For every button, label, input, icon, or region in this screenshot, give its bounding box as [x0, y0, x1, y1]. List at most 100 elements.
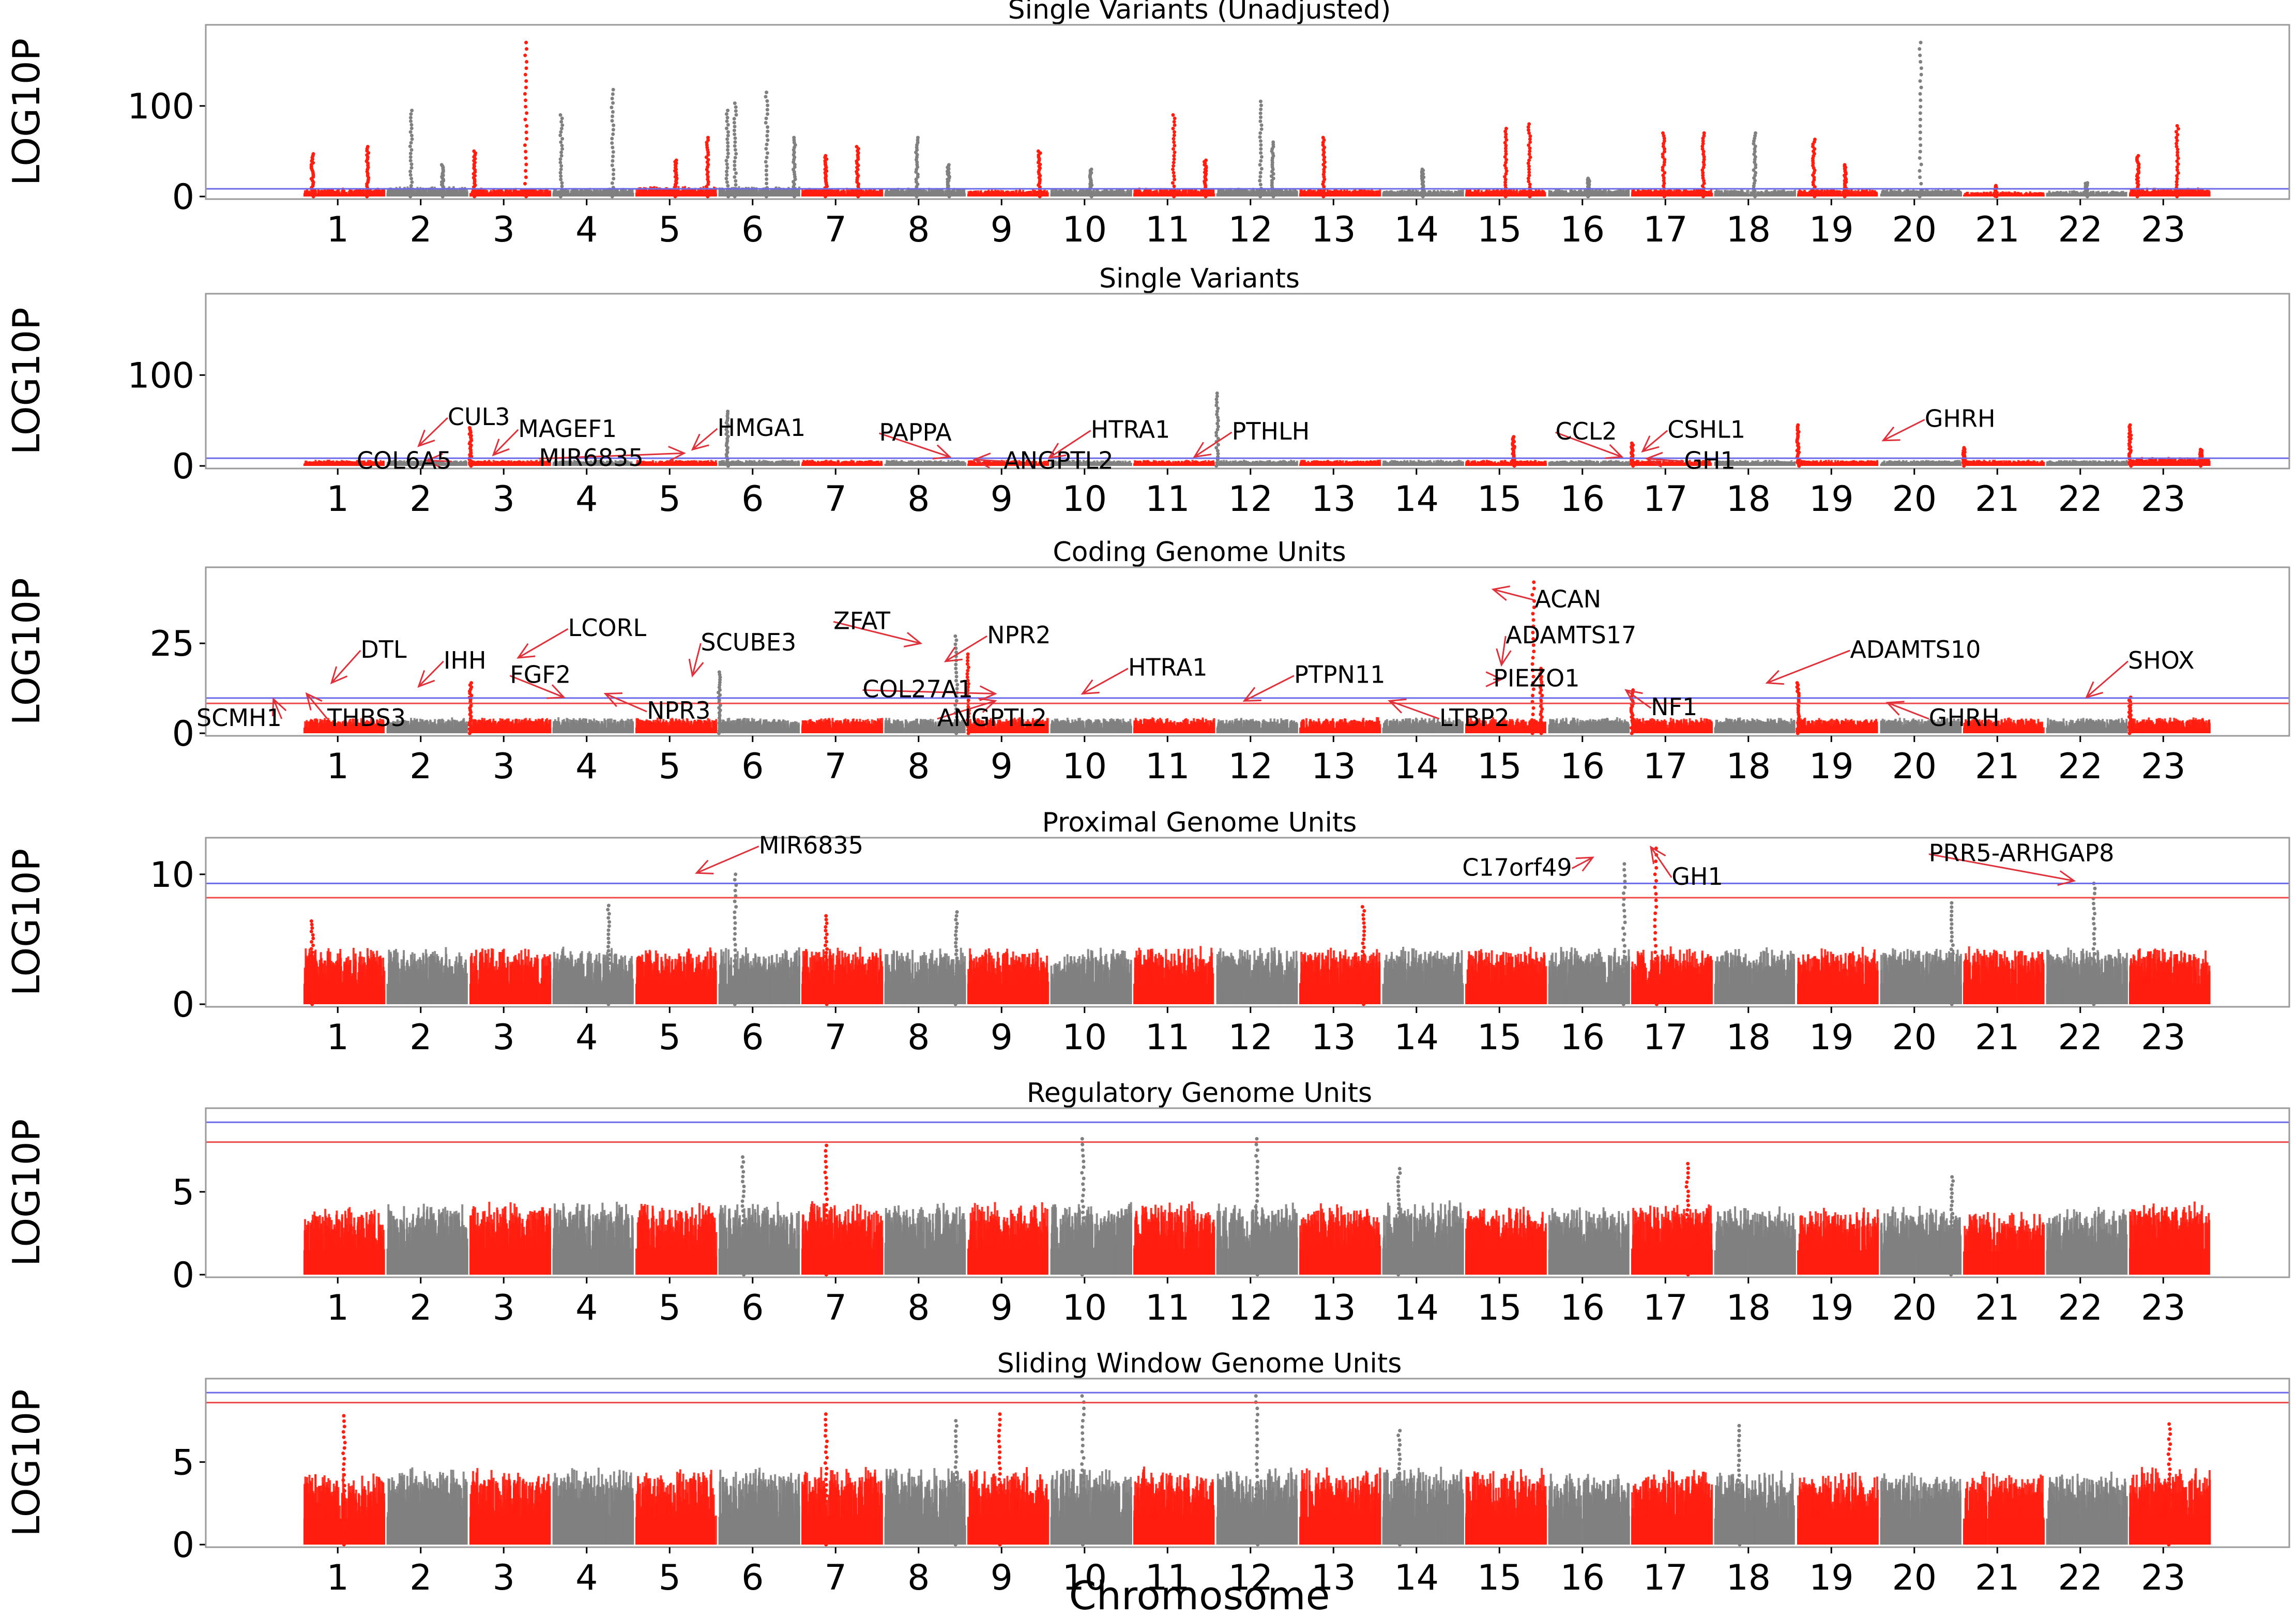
- x-tick-label: 16: [1560, 209, 1605, 250]
- scatter-points: [303, 41, 2211, 199]
- chromosome-4-density: [553, 1517, 633, 1545]
- chromosome-3-points: [469, 948, 551, 1004]
- chromosome-8-points: [885, 1203, 966, 1275]
- chromosome-17-density: [1631, 1517, 1711, 1545]
- x-tick-label: 16: [1560, 1288, 1605, 1328]
- chromosome-13-points: [1299, 1468, 1381, 1545]
- x-tick-label: 3: [493, 209, 515, 250]
- x-tick-label: 9: [991, 209, 1013, 250]
- chromosome-18-points: [1714, 718, 1796, 734]
- annotation-arrow: [1083, 669, 1128, 694]
- chromosome-21-density: [1963, 984, 2043, 1004]
- x-tick-label: 18: [1726, 746, 1771, 787]
- chromosome-18-density: [1714, 1519, 1795, 1545]
- plot-frame: [206, 25, 2289, 199]
- chromosome-21-density: [1963, 1519, 2043, 1545]
- annotation-label: ANGPTL2: [1003, 446, 1113, 474]
- chromosome-7-points: [801, 947, 883, 1004]
- chromosome-16-density: [1548, 984, 1629, 1004]
- chromosome-6-points: [719, 1202, 800, 1275]
- gene-annotation: DTL: [331, 636, 407, 683]
- x-tick-label: 11: [1145, 746, 1190, 787]
- scatter-points: [303, 847, 2211, 1006]
- chromosome-6-density: [719, 1517, 799, 1545]
- chromosome-13-points: [1299, 717, 1381, 733]
- chromosome-14-density: [1382, 1517, 1463, 1545]
- gene-annotation: SHOX: [2087, 646, 2195, 698]
- chromosome-12-points: [1217, 718, 1299, 733]
- chromosome-10-points: [1051, 1469, 1132, 1545]
- x-tick-label: 7: [825, 209, 847, 250]
- y-axis-label: LOG10P: [5, 849, 48, 996]
- chromosome-23-density: [2129, 984, 2209, 1004]
- x-tick-label: 22: [2058, 209, 2103, 250]
- chromosome-8-points: [885, 1468, 966, 1545]
- chromosome-8-density: [885, 984, 965, 1004]
- chromosome-22-density: [2046, 984, 2126, 1004]
- chromosome-2-density: [387, 193, 467, 197]
- chromosome-21-density: [1963, 194, 2043, 197]
- chromosome-7-density: [801, 728, 881, 733]
- x-tick-label: 8: [907, 1017, 930, 1058]
- x-tick-label: 12: [1228, 746, 1273, 787]
- x-tick-label: 15: [1477, 1288, 1522, 1328]
- x-tick-label: 14: [1394, 479, 1439, 520]
- chromosome-21-points: [1963, 946, 2045, 1004]
- peak-chr15: [1503, 127, 1509, 198]
- chromosome-22-density: [2046, 464, 2126, 466]
- chromosome-4-points: [553, 1202, 634, 1275]
- peak-chr19: [1796, 681, 1801, 735]
- gene-annotation: LCORL: [518, 614, 646, 658]
- chromosome-20-points: [1880, 1473, 1962, 1545]
- chromosome-14-density: [1382, 984, 1463, 1004]
- y-axis-label: LOG10P: [5, 1389, 48, 1536]
- y-tick-label: 5: [172, 1172, 194, 1213]
- x-tick-label: 12: [1228, 479, 1273, 520]
- chromosome-15-density: [1465, 1250, 1545, 1275]
- chromosome-11-density: [1133, 984, 1213, 1004]
- chromosome-15-density: [1465, 1517, 1545, 1545]
- chromosome-11-points: [1133, 1467, 1215, 1545]
- chromosome-20-density: [1880, 464, 1960, 466]
- peak-chr14: [1420, 168, 1425, 199]
- peak-chr23: [2127, 423, 2133, 467]
- chromosome-3-density: [469, 1249, 550, 1275]
- gene-annotation: COL6A5: [357, 446, 452, 474]
- x-tick-label: 15: [1477, 479, 1522, 520]
- annotation-arrow: [696, 847, 758, 873]
- x-tick-label: 23: [2141, 479, 2186, 520]
- x-tick-label: 14: [1394, 209, 1439, 250]
- annotation-arrow: [1888, 703, 1929, 719]
- peak-chr6: [724, 109, 730, 198]
- x-tick-label: 18: [1726, 1288, 1771, 1328]
- chromosome-15-points: [1465, 1468, 1547, 1545]
- chromosome-16-density: [1548, 728, 1629, 733]
- chromosome-22-density: [2046, 728, 2126, 733]
- annotation-label: GH1: [1684, 446, 1736, 474]
- peak-chr21: [1993, 184, 1999, 198]
- x-tick-label: 23: [2141, 1558, 2186, 1598]
- x-tick-label: 17: [1643, 209, 1688, 250]
- x-tick-label: 14: [1394, 1288, 1439, 1328]
- panel-title: Coding Genome Units: [1053, 537, 1346, 568]
- chromosome-20-density: [1880, 984, 1960, 1004]
- chromosome-17-density: [1631, 193, 1711, 197]
- chromosome-18-density: [1714, 728, 1795, 733]
- chromosome-17-points: [1631, 1204, 1713, 1275]
- x-tick-label: 4: [575, 479, 598, 520]
- x-tick-label: 20: [1892, 479, 1937, 520]
- chromosome-22-points: [2046, 718, 2128, 733]
- x-tick-label: 10: [1062, 746, 1107, 787]
- y-tick-label: 25: [149, 624, 194, 664]
- chromosome-1-points: [303, 1207, 385, 1275]
- chromosome-1-density: [303, 1250, 384, 1275]
- y-tick-label: 0: [172, 714, 194, 754]
- chromosome-12-density: [1217, 464, 1297, 466]
- gene-annotation: NF1: [1626, 690, 1697, 721]
- gene-annotation: HTRA1: [1083, 654, 1208, 694]
- annotation-label: MIR6835: [539, 444, 643, 472]
- annotation-label: PIEZO1: [1493, 664, 1579, 692]
- chromosome-5-points: [635, 460, 717, 466]
- chromosome-13-density: [1299, 1517, 1379, 1545]
- x-tick-label: 1: [327, 1558, 349, 1598]
